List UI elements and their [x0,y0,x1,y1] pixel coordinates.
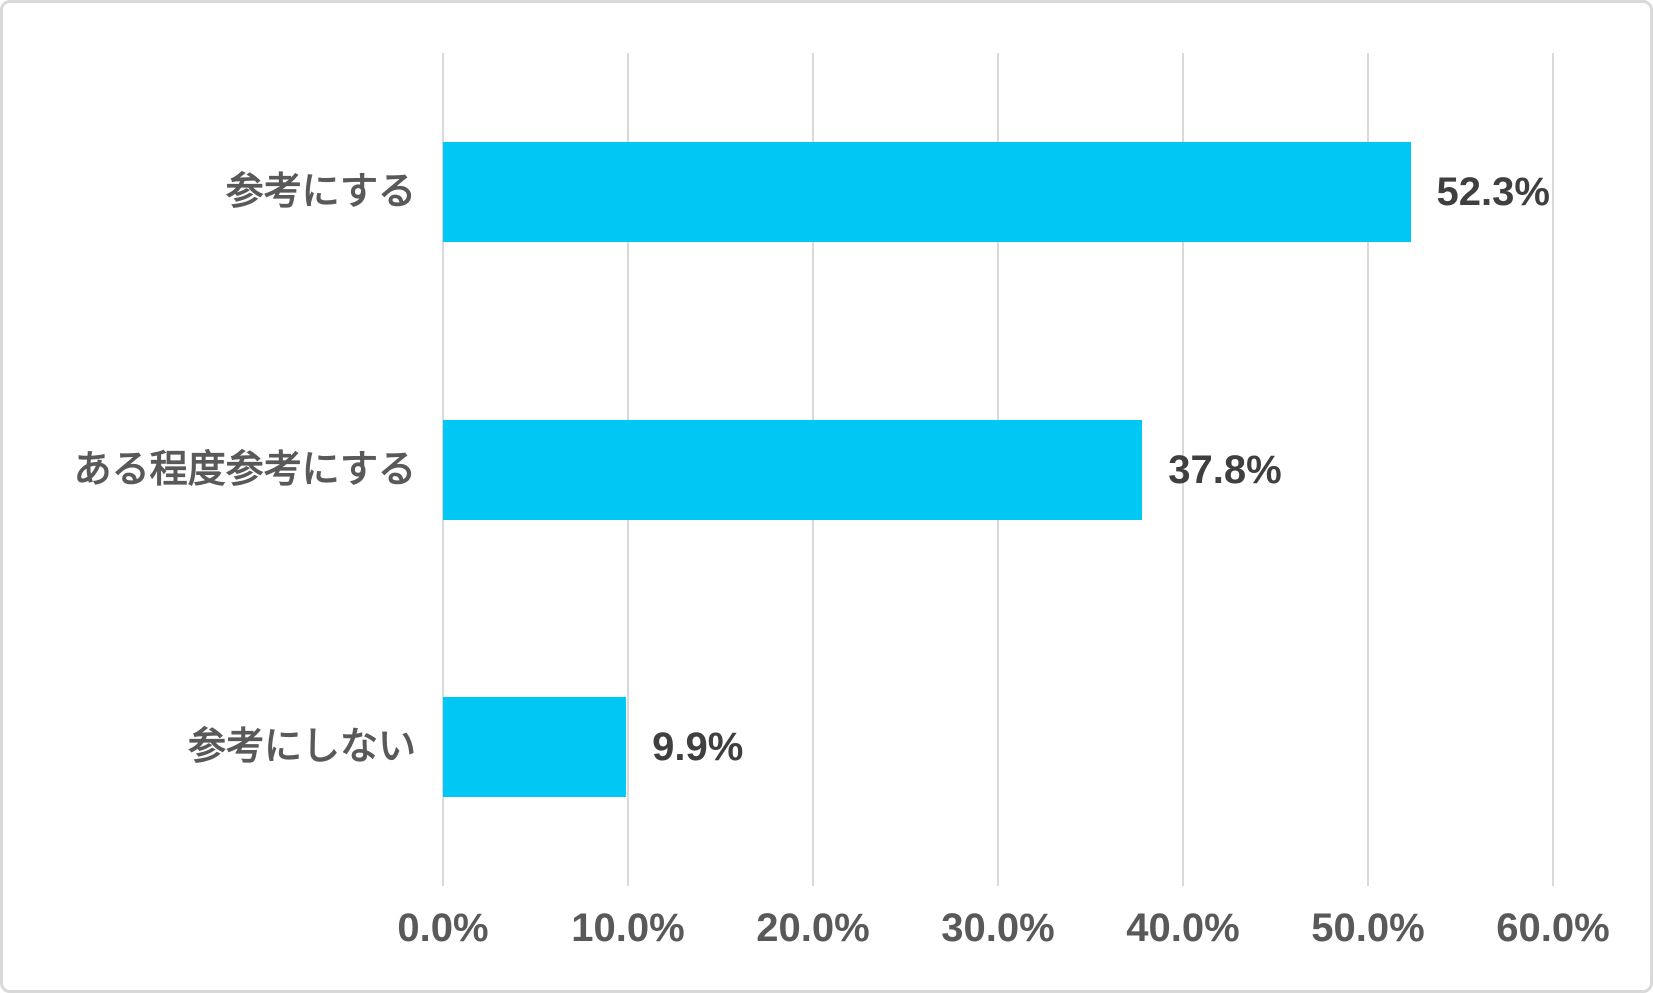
gridline [1182,53,1184,886]
gridline [1552,53,1554,886]
bar [443,419,1143,520]
category-label: 参考にしない [187,726,416,769]
x-axis-tick-label: 50.0% [1311,906,1425,950]
bar-value-label: 52.3% [1436,169,1550,214]
value-axis: 0.0% 10.0% 20.0% 30.0% 40.0% 50.0% 60.0% [397,906,1609,968]
x-axis-tick-label: 10.0% [571,906,685,950]
bar-value-label: 9.9% [652,725,744,770]
x-axis-tick-label: 30.0% [941,906,1055,950]
bar [443,697,627,798]
bar [443,141,1411,242]
category-axis: 参考にするある程度参考にする参考にしない [3,53,428,886]
x-axis-tick-label: 60.0% [1496,906,1610,950]
category-label: 参考にする [225,170,416,213]
gridline [1367,53,1369,886]
x-axis-tick-label: 20.0% [756,906,870,950]
x-axis-tick-label: 40.0% [1126,906,1240,950]
bar-value-label: 37.8% [1168,447,1282,492]
category-label: ある程度参考にする [73,448,416,491]
x-axis-tick-label: 0.0% [397,906,489,950]
plot-area: 52.3% 37.8% 9.9% [442,53,1554,886]
